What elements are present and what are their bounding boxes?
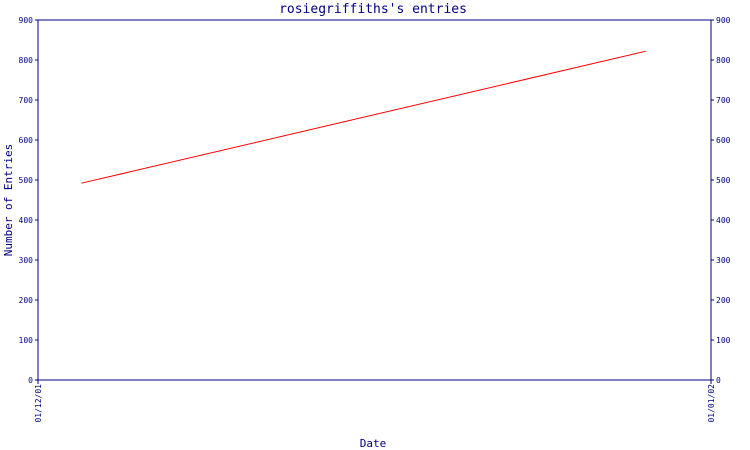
plot-frame — [37, 19, 712, 381]
y-tick-label-right: 400 — [716, 216, 731, 225]
y-tick-label-right: 900 — [716, 16, 731, 25]
y-axis-right-ticks: 0 100 200 300 400 500 600 700 800 900 — [711, 16, 731, 385]
y-tick-label: 0 — [28, 376, 33, 385]
y-tick-label: 600 — [19, 136, 34, 145]
y-tick-label: 700 — [19, 96, 34, 105]
y-tick-label: 300 — [19, 256, 34, 265]
y-tick-label-right: 0 — [716, 376, 721, 385]
y-tick-label-right: 800 — [716, 56, 731, 65]
y-tick-label-right: 500 — [716, 176, 731, 185]
y-tick-label: 500 — [19, 176, 34, 185]
y-tick-label-right: 200 — [716, 296, 731, 305]
y-tick-label: 200 — [19, 296, 34, 305]
y-tick-label-right: 100 — [716, 336, 731, 345]
y-tick-label: 100 — [19, 336, 34, 345]
y-tick-label: 900 — [19, 16, 34, 25]
x-tick-label: 01/12/01 — [34, 384, 43, 423]
x-tick-label: 01/01/02 — [707, 384, 716, 423]
chart-title: rosiegriffiths's entries — [279, 2, 467, 17]
series-layer — [81, 50, 646, 184]
x-axis-label: Date — [360, 437, 387, 450]
y-axis-label: Number of Entries — [2, 144, 15, 257]
y-tick-label-right: 700 — [716, 96, 731, 105]
y-tick-label-right: 600 — [716, 136, 731, 145]
series-line — [81, 50, 646, 184]
y-tick-label: 400 — [19, 216, 34, 225]
y-tick-label: 800 — [19, 56, 34, 65]
y-tick-label-right: 300 — [716, 256, 731, 265]
x-axis-ticks: 01/12/01 01/01/02 — [34, 380, 716, 423]
y-axis-left-ticks: 0 100 200 300 400 500 600 700 800 900 — [19, 16, 38, 385]
